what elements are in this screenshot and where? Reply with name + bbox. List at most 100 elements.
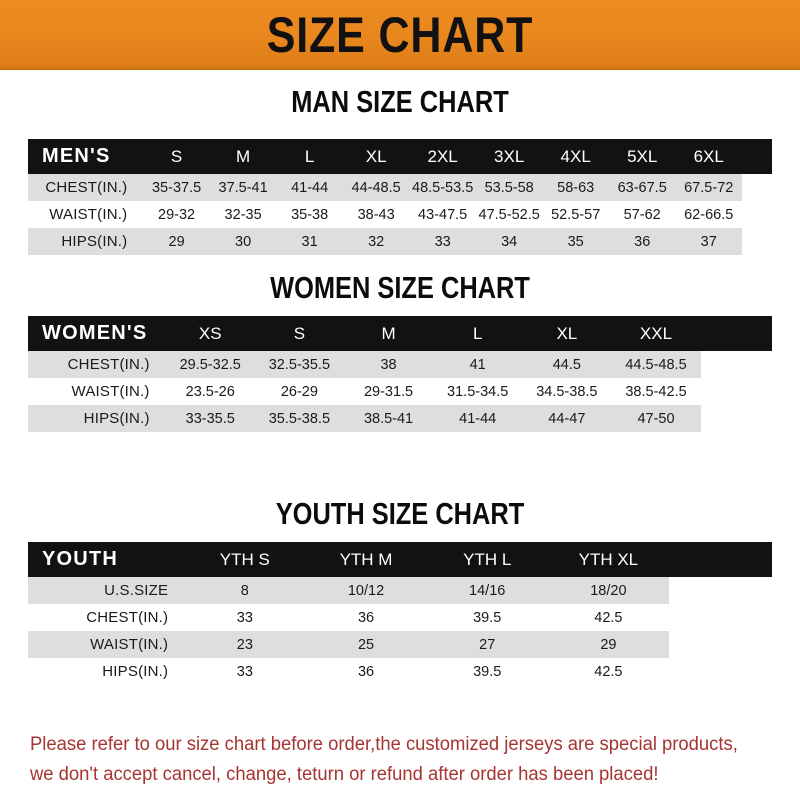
measurement-value: 36 <box>608 228 676 255</box>
measurement-value: 42.5 <box>547 658 669 685</box>
row-filler <box>668 577 772 604</box>
row-filler <box>668 604 772 631</box>
table-row: WAIST(IN.) 29-32 32-35 35-38 38-43 43-47.5 47.… <box>28 201 772 228</box>
man-size-table: MEN'S S M L XL 2XL 3XL 4XL 5XL 6XL CHEST(IN.) 35-3… <box>28 139 772 255</box>
page-banner: SIZE CHART <box>0 0 800 70</box>
page-title: SIZE CHART <box>266 7 534 63</box>
women-table-body: CHEST(IN.) 29.5-32.5 32.5-35.5 38 41 44.5 44.5… <box>28 351 772 432</box>
measurement-value: 35-37.5 <box>143 174 210 201</box>
women-size-table: WOMEN'S XS S M L XL XXL CHEST(IN.) 29.5-32.5 32.… <box>28 316 772 432</box>
table-row: CHEST(IN.) 33 36 39.5 42.5 <box>28 604 772 631</box>
size-column-header: YTH L <box>426 542 548 577</box>
measurement-value: 38-43 <box>342 201 410 228</box>
size-column-header: XS <box>165 316 255 351</box>
size-column-header: S <box>254 316 344 351</box>
measurement-value: 67.5-72 <box>675 174 742 201</box>
measurement-value: 29-31.5 <box>343 378 434 405</box>
measurement-value: 63-67.5 <box>608 174 676 201</box>
table-row: HIPS(IN.) 33-35.5 35.5-38.5 38.5-41 41-44 44-… <box>28 405 772 432</box>
measurement-value: 43-47.5 <box>409 201 476 228</box>
measurement-value: 32-35 <box>209 201 277 228</box>
measurement-label: WAIST(IN.) <box>28 631 185 658</box>
size-column-header: M <box>343 316 434 351</box>
header-filler <box>741 139 772 174</box>
measurement-value: 32.5-35.5 <box>254 351 344 378</box>
note-line-1: Please refer to our size chart before or… <box>30 734 738 755</box>
women-section-title: WOMEN SIZE CHART <box>270 270 530 305</box>
measurement-value: 44-47 <box>522 405 612 432</box>
size-column-header: 2XL <box>409 139 476 174</box>
table-row: HIPS(IN.) 33 36 39.5 42.5 <box>28 658 772 685</box>
table-header-row: YOUTH YTH S YTH M YTH L YTH XL <box>28 542 772 577</box>
measurement-label: WAIST(IN.) <box>28 378 166 405</box>
measurement-value: 10/12 <box>305 577 427 604</box>
youth-size-table: YOUTH YTH S YTH M YTH L YTH XL U.S.SIZE 8 10/1… <box>28 542 772 685</box>
measurement-value: 38.5-42.5 <box>611 378 701 405</box>
measurement-label: CHEST(IN.) <box>28 604 185 631</box>
measurement-value: 37.5-41 <box>209 174 277 201</box>
row-label-header: WOMEN'S <box>28 316 166 351</box>
measurement-label: HIPS(IN.) <box>28 405 166 432</box>
row-label-header: MEN'S <box>28 139 144 174</box>
measurement-value: 58-63 <box>542 174 609 201</box>
measurement-label: HIPS(IN.) <box>28 228 144 255</box>
man-table-head: MEN'S S M L XL 2XL 3XL 4XL 5XL 6XL <box>28 139 772 174</box>
table-row: U.S.SIZE 8 10/12 14/16 18/20 <box>28 577 772 604</box>
measurement-value: 36 <box>305 658 427 685</box>
measurement-value: 36 <box>305 604 427 631</box>
size-column-header: M <box>209 139 277 174</box>
measurement-value: 38.5-41 <box>343 405 434 432</box>
row-filler <box>668 631 772 658</box>
table-header-row: MEN'S S M L XL 2XL 3XL 4XL 5XL 6XL <box>28 139 772 174</box>
measurement-label: CHEST(IN.) <box>28 351 166 378</box>
measurement-value: 27 <box>426 631 548 658</box>
size-column-header: 5XL <box>608 139 676 174</box>
row-filler <box>741 228 772 255</box>
measurement-value: 35-38 <box>276 201 343 228</box>
measurement-value: 53.5-58 <box>475 174 543 201</box>
measurement-value: 34.5-38.5 <box>522 378 612 405</box>
measurement-value: 26-29 <box>254 378 344 405</box>
measurement-label: WAIST(IN.) <box>28 201 144 228</box>
measurement-value: 33 <box>409 228 476 255</box>
size-column-header: YTH S <box>184 542 306 577</box>
table-row: CHEST(IN.) 29.5-32.5 32.5-35.5 38 41 44.5 44.5… <box>28 351 772 378</box>
measurement-value: 44-48.5 <box>342 174 410 201</box>
size-column-header: YTH M <box>305 542 427 577</box>
table-row: WAIST(IN.) 23 25 27 29 <box>28 631 772 658</box>
youth-section-title: YOUTH SIZE CHART <box>275 496 525 531</box>
header-filler <box>700 316 772 351</box>
row-filler <box>700 351 772 378</box>
measurement-value: 47-50 <box>611 405 701 432</box>
measurement-value: 33 <box>184 604 306 631</box>
header-filler <box>668 542 772 577</box>
measurement-value: 33-35.5 <box>165 405 255 432</box>
size-column-header: 3XL <box>475 139 543 174</box>
measurement-value: 23.5-26 <box>165 378 255 405</box>
measurement-value: 52.5-57 <box>542 201 609 228</box>
measurement-value: 39.5 <box>426 604 548 631</box>
women-table-head: WOMEN'S XS S M L XL XXL <box>28 316 772 351</box>
row-filler <box>741 201 772 228</box>
measurement-value: 41-44 <box>276 174 343 201</box>
measurement-value: 44.5-48.5 <box>611 351 701 378</box>
size-column-header: YTH XL <box>547 542 669 577</box>
measurement-value: 8 <box>184 577 306 604</box>
row-filler <box>700 378 772 405</box>
size-column-header: L <box>276 139 343 174</box>
row-filler <box>741 174 772 201</box>
row-label-header: YOUTH <box>28 542 185 577</box>
measurement-value: 35.5-38.5 <box>254 405 344 432</box>
measurement-value: 29.5-32.5 <box>165 351 255 378</box>
measurement-value: 34 <box>475 228 543 255</box>
size-column-header: XL <box>342 139 410 174</box>
size-column-header: 4XL <box>542 139 609 174</box>
measurement-value: 48.5-53.5 <box>409 174 476 201</box>
row-filler <box>700 405 772 432</box>
measurement-value: 41-44 <box>433 405 523 432</box>
measurement-value: 30 <box>209 228 277 255</box>
measurement-value: 23 <box>184 631 306 658</box>
table-row: WAIST(IN.) 23.5-26 26-29 29-31.5 31.5-34.5 34… <box>28 378 772 405</box>
size-column-header: XXL <box>611 316 701 351</box>
measurement-value: 38 <box>343 351 434 378</box>
